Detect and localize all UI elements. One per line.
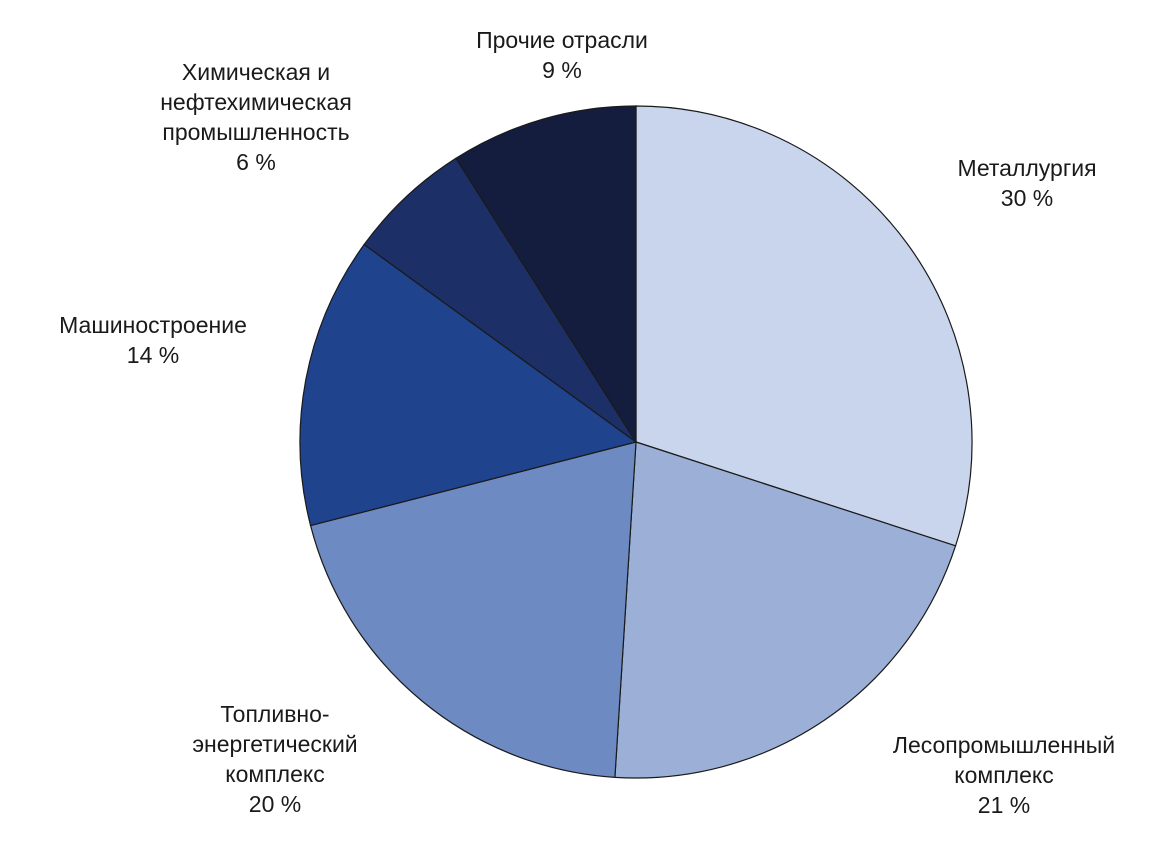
slice-value-label-4: 6 % bbox=[236, 149, 276, 175]
pie-slice-1 bbox=[614, 441, 957, 779]
slice-label-4: промышленность bbox=[162, 119, 349, 145]
slice-value-label-3: 14 % bbox=[127, 342, 179, 368]
pie-slice-2 bbox=[309, 441, 637, 778]
pie-slice-4 bbox=[363, 157, 637, 443]
slice-label-2: комплекс bbox=[225, 761, 324, 787]
pie-slice-5 bbox=[455, 105, 637, 445]
slice-label-4: Химическая и bbox=[182, 59, 330, 85]
slice-value-label-1: 21 % bbox=[978, 792, 1030, 818]
slice-label-5: Прочие отрасли bbox=[476, 27, 648, 53]
slice-label-2: Топливно- bbox=[220, 701, 329, 727]
slice-label-2: энергетический bbox=[192, 731, 357, 757]
slice-value-label-0: 30 % bbox=[1001, 185, 1053, 211]
slice-label-0: Металлургия bbox=[957, 155, 1096, 181]
pie-slice-0 bbox=[635, 105, 973, 547]
pie-slice-3 bbox=[299, 243, 638, 527]
slice-label-1: комплекс bbox=[954, 762, 1053, 788]
slice-value-label-5: 9 % bbox=[542, 57, 582, 83]
slice-label-4: нефтехимическая bbox=[160, 89, 352, 115]
slice-label-3: Машиностроение bbox=[59, 312, 247, 338]
slice-label-1: Лесопромышленный bbox=[893, 732, 1115, 758]
slice-value-label-2: 20 % bbox=[249, 791, 301, 817]
